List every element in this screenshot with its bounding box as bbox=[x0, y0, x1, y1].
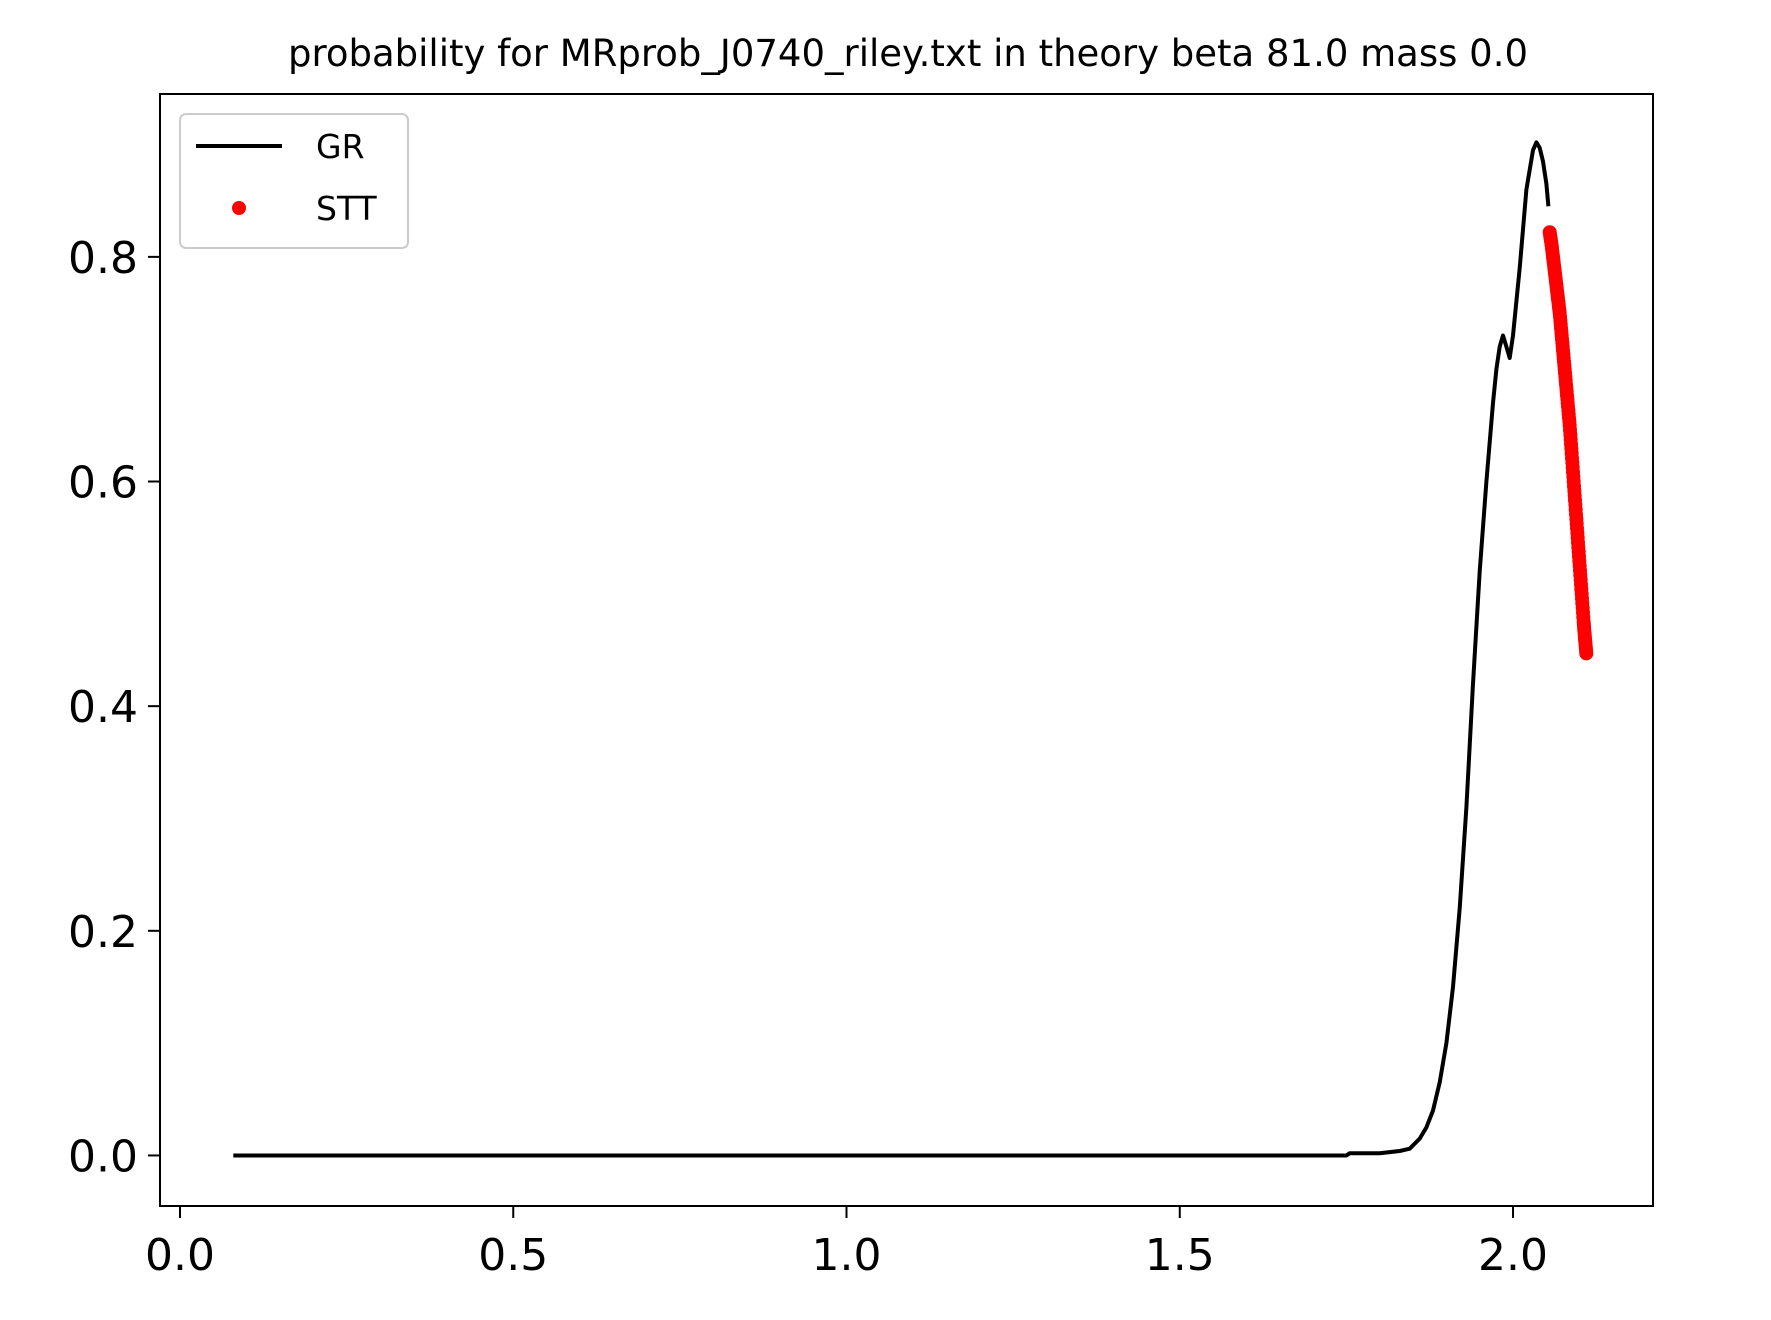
x-axis: 0.0 0.5 1.0 1.5 2.0 bbox=[145, 1206, 1548, 1281]
x-tick-label: 1.5 bbox=[1145, 1230, 1215, 1281]
y-tick-label: 0.0 bbox=[68, 1131, 138, 1182]
y-axis: 0.0 0.2 0.4 0.6 0.8 bbox=[68, 233, 160, 1182]
chart-title: probability for MRprob_J0740_riley.txt i… bbox=[288, 32, 1528, 75]
x-tick-label: 0.5 bbox=[478, 1230, 548, 1281]
x-tick-label: 0.0 bbox=[145, 1230, 215, 1281]
legend: GR STT bbox=[179, 113, 409, 249]
y-tick-label: 0.4 bbox=[68, 682, 138, 733]
series-gr-line bbox=[233, 140, 1551, 1158]
plot-area bbox=[160, 94, 1653, 1206]
series-stt-markers bbox=[1542, 225, 1594, 661]
y-tick-label: 0.6 bbox=[68, 458, 138, 509]
y-tick-label: 0.8 bbox=[68, 233, 138, 284]
series-layer bbox=[233, 140, 1594, 1158]
legend-stt-label: STT bbox=[316, 189, 378, 228]
legend-gr-label: GR bbox=[316, 127, 365, 166]
x-tick-label: 1.0 bbox=[812, 1230, 882, 1281]
y-tick-label: 0.2 bbox=[68, 907, 138, 958]
plot-frame bbox=[159, 93, 1654, 1207]
x-tick-label: 2.0 bbox=[1478, 1230, 1548, 1281]
series-stt-point bbox=[1579, 646, 1594, 661]
legend-stt-marker bbox=[232, 201, 246, 215]
